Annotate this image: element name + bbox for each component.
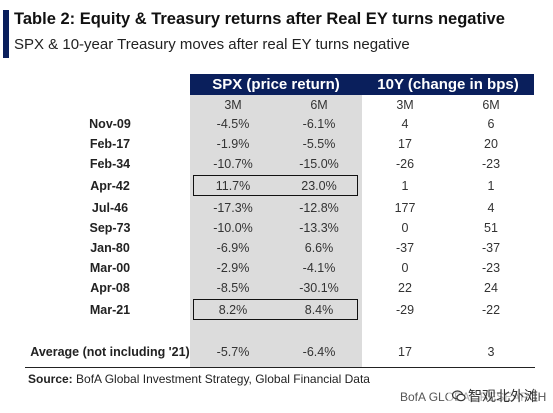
table-row: Mar-21 8.2% 8.4% -29 -22 xyxy=(0,300,553,320)
row-label: Jul-46 xyxy=(91,201,129,215)
spx-group-header: SPX (price return) xyxy=(190,74,362,95)
source-prefix: Source: xyxy=(28,372,73,386)
10y-6m-cell: 24 xyxy=(484,281,498,295)
spx-6m-cell: -4.1% xyxy=(302,261,336,275)
table-row: Apr-08 -8.5% -30.1% 22 24 xyxy=(0,278,553,298)
row-label: Feb-17 xyxy=(89,137,131,151)
row-label: Apr-42 xyxy=(90,179,130,193)
table-row: Nov-09 -4.5% -6.1% 4 6 xyxy=(0,114,553,134)
treasury-group-header: 10Y (change in bps) xyxy=(362,74,534,95)
spx-3m-cell: -2.9% xyxy=(216,261,250,275)
10y-6m-cell: -23 xyxy=(481,157,501,171)
spx-6m-cell: -5.5% xyxy=(302,137,336,151)
spx-6m-cell: -6.4% xyxy=(302,345,336,359)
spx-3m-cell: -1.9% xyxy=(216,137,250,151)
table-row: Apr-42 11.7% 23.0% 1 1 xyxy=(0,176,553,196)
spx-3m-cell: -5.7% xyxy=(216,345,250,359)
sub-header-10y-6m: 6M xyxy=(482,98,500,112)
sub-header-10y-3m: 3M xyxy=(396,98,414,112)
10y-3m-cell: 4 xyxy=(401,117,409,131)
row-label: Jan-80 xyxy=(90,241,130,255)
10y-6m-cell: 3 xyxy=(487,345,495,359)
10y-6m-cell: 6 xyxy=(487,117,495,131)
spx-6m-cell: -6.1% xyxy=(302,117,336,131)
spx-6m-cell: -13.3% xyxy=(299,221,339,235)
table-title-block: Table 2: Equity & Treasury returns after… xyxy=(0,8,553,60)
spx-3m-cell: 8.2% xyxy=(218,303,248,317)
spx-3m-cell: -6.9% xyxy=(216,241,250,255)
row-label: Nov-09 xyxy=(89,117,131,131)
10y-6m-cell: 4 xyxy=(487,201,495,215)
spx-3m-cell: -8.5% xyxy=(216,281,250,295)
table-row: Sep-73 -10.0% -13.3% 0 51 xyxy=(0,218,553,238)
spx-6m-cell: 23.0% xyxy=(301,179,337,193)
10y-3m-cell: 22 xyxy=(398,281,412,295)
10y-3m-cell: 17 xyxy=(398,345,412,359)
row-label: Mar-21 xyxy=(89,303,131,317)
watermark-text: 智观北外滩 xyxy=(468,388,538,404)
source-text: BofA Global Investment Strategy, Global … xyxy=(72,372,370,386)
spx-3m-cell: 11.7% xyxy=(215,179,251,193)
table-row: Jul-46 -17.3% -12.8% 177 4 xyxy=(0,198,553,218)
table-row: Feb-17 -1.9% -5.5% 17 20 xyxy=(0,134,553,154)
10y-6m-cell: -37 xyxy=(481,241,501,255)
table-title: Table 2: Equity & Treasury returns after… xyxy=(14,10,505,28)
spx-6m-cell: 8.4% xyxy=(304,303,334,317)
10y-6m-cell: 20 xyxy=(484,137,498,151)
spx-6m-cell: -12.8% xyxy=(299,201,339,215)
table-row: Mar-00 -2.9% -4.1% 0 -23 xyxy=(0,258,553,278)
spx-column-shading xyxy=(190,95,362,367)
table-bottom-rule xyxy=(25,367,535,368)
spx-3m-cell: -4.5% xyxy=(216,117,250,131)
row-label: Apr-08 xyxy=(90,281,130,295)
table-row: Feb-34 -10.7% -15.0% -26 -23 xyxy=(0,154,553,174)
10y-6m-cell: 1 xyxy=(487,179,495,193)
10y-6m-cell: 51 xyxy=(484,221,498,235)
10y-3m-cell: 177 xyxy=(394,201,416,215)
row-label: Feb-34 xyxy=(89,157,131,171)
wechat-icon xyxy=(452,390,466,402)
10y-3m-cell: -26 xyxy=(395,157,415,171)
spx-3m-cell: -17.3% xyxy=(213,201,253,215)
10y-3m-cell: 1 xyxy=(401,179,409,193)
watermark: 智观北外滩 xyxy=(448,386,538,406)
table-row: Jan-80 -6.9% 6.6% -37 -37 xyxy=(0,238,553,258)
spx-6m-cell: 6.6% xyxy=(304,241,334,255)
sub-header-spx-3m: 3M xyxy=(224,98,242,112)
title-accent-bar xyxy=(3,10,9,58)
10y-6m-cell: -22 xyxy=(481,303,501,317)
spx-6m-cell: -30.1% xyxy=(299,281,339,295)
source-note: Source: BofA Global Investment Strategy,… xyxy=(28,372,370,386)
spx-3m-cell: -10.0% xyxy=(213,221,253,235)
10y-3m-cell: 0 xyxy=(401,261,409,275)
10y-3m-cell: 17 xyxy=(398,137,412,151)
table-subtitle: SPX & 10-year Treasury moves after real … xyxy=(14,36,410,53)
spx-3m-cell: -10.7% xyxy=(213,157,253,171)
average-label: Average (not including '21) xyxy=(30,345,190,359)
row-label: Sep-73 xyxy=(89,221,131,235)
row-label: Mar-00 xyxy=(89,261,131,275)
10y-3m-cell: -37 xyxy=(395,241,415,255)
10y-3m-cell: 0 xyxy=(401,221,409,235)
spx-6m-cell: -15.0% xyxy=(299,157,339,171)
10y-3m-cell: -29 xyxy=(395,303,415,317)
highlight-box-mar-21 xyxy=(193,299,358,320)
highlight-box-apr-42 xyxy=(193,175,358,196)
average-row: Average (not including '21) -5.7% -6.4% … xyxy=(0,342,553,362)
10y-6m-cell: -23 xyxy=(481,261,501,275)
sub-header-spx-6m: 6M xyxy=(310,98,328,112)
